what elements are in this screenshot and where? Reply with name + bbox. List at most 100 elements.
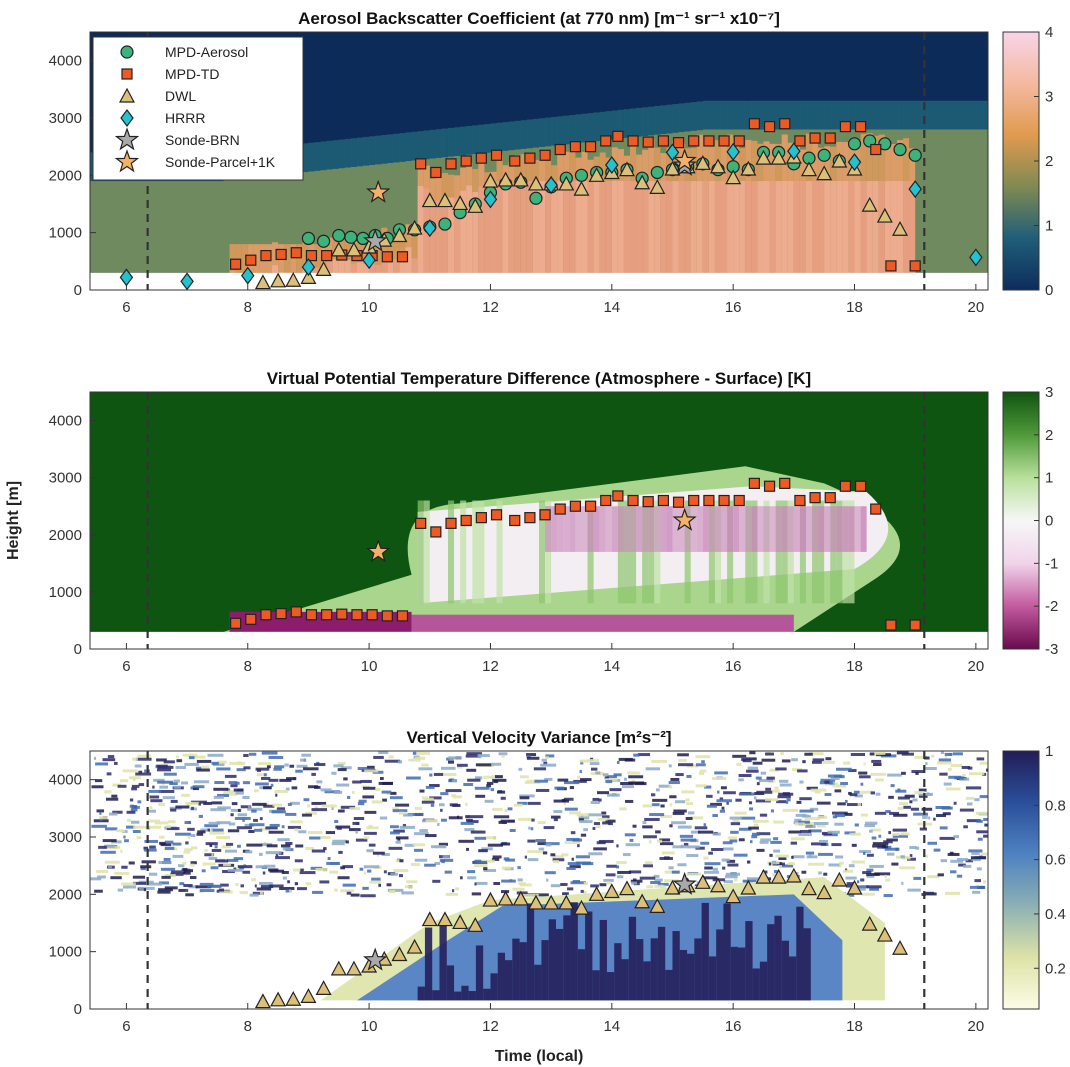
point xyxy=(672,148,697,172)
point xyxy=(618,161,635,177)
x-tick-label: 6 xyxy=(122,299,130,316)
point xyxy=(482,891,499,907)
point xyxy=(245,613,257,625)
x-tick-label: 18 xyxy=(846,299,863,316)
point xyxy=(672,137,685,149)
legend-marker xyxy=(118,87,136,103)
point xyxy=(847,137,862,151)
point xyxy=(423,219,437,238)
point xyxy=(801,880,818,896)
point xyxy=(285,990,302,1006)
x-tick-label: 6 xyxy=(122,1018,130,1035)
point xyxy=(460,155,472,167)
point xyxy=(497,171,514,187)
point xyxy=(733,494,745,507)
point xyxy=(527,175,544,191)
point xyxy=(861,915,878,931)
point xyxy=(787,142,801,161)
colorbar xyxy=(1002,31,1040,291)
point xyxy=(748,118,760,130)
point xyxy=(854,480,867,492)
point xyxy=(649,898,666,913)
point xyxy=(305,250,318,262)
legend-marker xyxy=(114,127,140,151)
point xyxy=(300,988,317,1003)
point xyxy=(254,993,271,1009)
point xyxy=(315,980,332,995)
point xyxy=(275,248,287,261)
point xyxy=(301,258,316,277)
point xyxy=(718,135,730,147)
point xyxy=(275,607,287,620)
point xyxy=(726,142,740,161)
point xyxy=(876,926,893,942)
point xyxy=(854,120,867,133)
point xyxy=(415,517,427,529)
point xyxy=(415,158,427,170)
point xyxy=(381,610,393,622)
point xyxy=(391,946,408,962)
point xyxy=(260,250,272,262)
x-tick-label: 18 xyxy=(846,1018,863,1035)
point xyxy=(603,883,620,899)
point xyxy=(363,228,388,252)
x-tick-label: 12 xyxy=(482,1018,499,1035)
point xyxy=(863,134,877,148)
point xyxy=(831,152,848,168)
point xyxy=(634,893,651,909)
point xyxy=(839,120,852,133)
point xyxy=(809,492,821,504)
x-tick-label: 16 xyxy=(725,1018,742,1035)
point xyxy=(892,220,909,236)
point xyxy=(657,135,669,147)
y-axis-label: Height [m] xyxy=(5,481,22,560)
x-tick-label: 8 xyxy=(244,1018,252,1035)
legend-entry: MPD-Aerosol xyxy=(165,44,248,60)
point xyxy=(801,161,818,177)
point xyxy=(642,136,654,148)
x-tick-label: 12 xyxy=(482,658,499,675)
colorbar-tick-label: 3 xyxy=(1045,384,1053,401)
point xyxy=(512,890,529,906)
panel-title: Virtual Potential Temperature Difference… xyxy=(267,369,811,388)
point xyxy=(330,241,347,257)
point xyxy=(270,272,287,288)
point xyxy=(870,143,882,156)
point xyxy=(285,271,302,287)
point xyxy=(509,155,521,167)
point xyxy=(574,168,589,182)
x-tick-label: 18 xyxy=(846,658,863,675)
point xyxy=(569,500,582,512)
point xyxy=(524,152,536,164)
point xyxy=(362,251,376,270)
x-tick-label: 20 xyxy=(968,658,985,675)
colorbar-tick-label: 3 xyxy=(1045,89,1053,106)
x-tick-label: 16 xyxy=(725,658,742,675)
point xyxy=(672,871,697,895)
point xyxy=(366,179,391,203)
point xyxy=(672,507,697,531)
y-tick-label: 3000 xyxy=(49,110,82,127)
point xyxy=(573,899,590,915)
point xyxy=(475,152,487,164)
y-tick-label: 0 xyxy=(74,282,82,299)
point xyxy=(709,158,726,174)
point xyxy=(438,217,452,231)
colorbar-tick-label: 1 xyxy=(1045,470,1053,487)
colorbar-tick-label: 1 xyxy=(1045,743,1053,760)
point xyxy=(870,503,882,515)
point xyxy=(885,619,897,631)
point xyxy=(817,148,831,162)
x-tick-label: 14 xyxy=(603,1018,620,1035)
point xyxy=(270,991,287,1007)
point xyxy=(482,172,499,188)
point xyxy=(445,158,457,170)
point xyxy=(180,272,194,291)
point xyxy=(612,130,624,142)
y-tick-label: 4000 xyxy=(49,772,82,789)
colorbar xyxy=(1002,750,1040,1010)
axes-frame xyxy=(89,31,989,291)
